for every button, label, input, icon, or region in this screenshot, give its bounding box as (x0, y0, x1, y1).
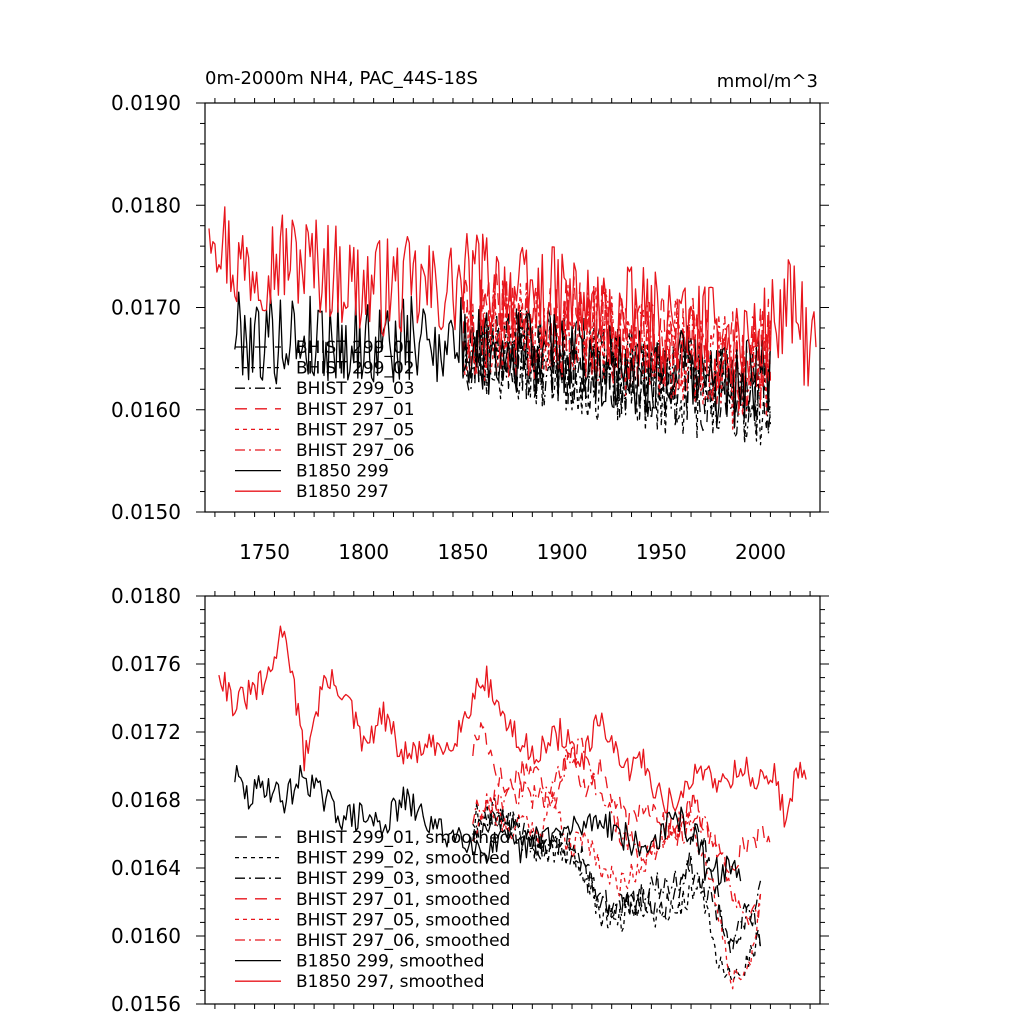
x-tick-label: 1750 (239, 540, 290, 564)
legend-label: BHIST 297_06 (296, 441, 415, 461)
legend-label: BHIST 299_02, smoothed (296, 849, 510, 869)
x-tick-label: 1800 (338, 540, 389, 564)
y-tick-label: 0.0150 (111, 500, 181, 524)
legend-label: BHIST 297_06, smoothed (296, 931, 510, 951)
plot-title: 0m-2000m NH4, PAC_44S-18S (205, 68, 478, 89)
legend-label: B1850 297, smoothed (296, 972, 485, 992)
legend-label: BHIST 297_05 (296, 420, 415, 440)
series-line-3 (472, 808, 762, 947)
y-tick-label: 0.0160 (111, 398, 181, 422)
x-tick-label: 1950 (636, 540, 687, 564)
legend-label: BHIST 297_01, smoothed (296, 890, 510, 910)
legend-label: B1850 299, smoothed (296, 952, 485, 972)
series-line-6 (472, 737, 762, 926)
legend-label: B1850 299 (296, 462, 389, 482)
bottom-panel: 0.0156 0.0160 0.0164 0.0168 0.0172 0.0176 0.01… (111, 584, 829, 1016)
y-tick-label: 0.0172 (111, 720, 181, 744)
series-line-4 (472, 722, 772, 874)
x-tick-label: 2000 (735, 540, 786, 564)
top-panel: 1750 1800 1850 1900 1950 2000 0.0150 0.0160 0.01… (111, 91, 829, 564)
legend-label: BHIST 299_03, smoothed (296, 869, 510, 889)
y-tick-label: 0.0160 (111, 924, 181, 948)
y-tick-label: 0.0168 (111, 788, 181, 812)
legend-label: BHIST 297_01 (296, 400, 415, 420)
y-tick-label: 0.0180 (111, 584, 181, 608)
legend-label: BHIST 299_03 (296, 379, 415, 399)
y-tick-label: 0.0170 (111, 296, 181, 320)
legend-label: B1850 297 (296, 482, 389, 502)
series-group (208, 206, 817, 446)
series-line-8 (218, 625, 807, 828)
legend-label: BHIST 299_01, smoothed (296, 828, 510, 848)
units-label: mmol/m^3 (717, 71, 818, 92)
legend-label: BHIST 297_05, smoothed (296, 910, 510, 930)
x-tick-label: 1900 (537, 540, 588, 564)
legend-label: BHIST 299_02 (296, 359, 415, 379)
series-line-8 (208, 206, 817, 387)
y-tick-label: 0.0176 (111, 652, 181, 676)
series-group (218, 625, 807, 990)
series-line-6 (462, 275, 772, 416)
y-tick-label: 0.0190 (111, 91, 181, 115)
y-tick-label: 0.0164 (111, 856, 181, 880)
y-tick-label: 0.0156 (111, 992, 181, 1016)
x-tick-label: 1850 (437, 540, 488, 564)
y-tick-label: 0.0180 (111, 193, 181, 217)
legend-label: BHIST 299_01 (296, 338, 415, 358)
series-line-7 (234, 291, 772, 428)
series-line-7 (234, 764, 742, 886)
